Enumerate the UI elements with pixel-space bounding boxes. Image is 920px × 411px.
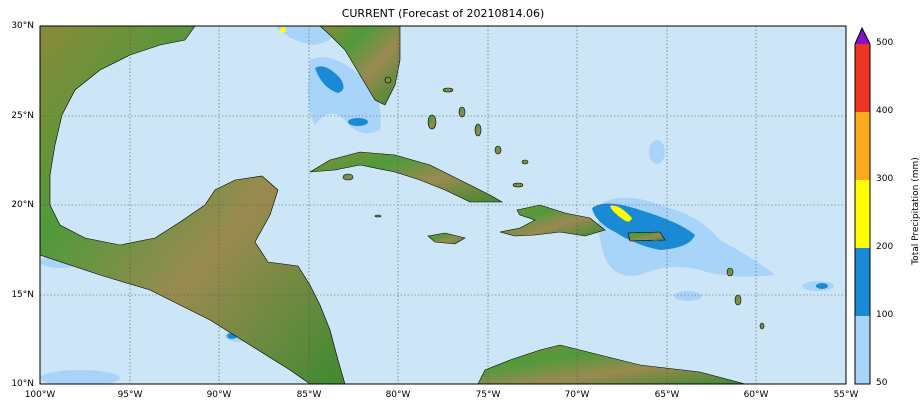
x-tick-55w: 55°W <box>833 390 859 400</box>
colorbar-extend-arrow <box>855 28 870 44</box>
x-tick-85w: 85°W <box>296 390 322 400</box>
land <box>40 26 765 384</box>
colorbar-bin-300-400 <box>855 112 870 180</box>
colorbar-bin-200-300 <box>855 180 870 248</box>
land-south-america <box>477 344 746 384</box>
land-bahamas <box>374 76 765 330</box>
x-tick-90w: 90°W <box>206 390 232 400</box>
colorbar-tick-200: 200 <box>876 242 894 252</box>
map-title: CURRENT (Forecast of 20210814.06) <box>341 7 545 20</box>
colorbar-tick-100: 100 <box>876 310 894 320</box>
y-tick-15n: 15°N <box>11 290 34 300</box>
land-cuba <box>309 151 504 203</box>
land-florida <box>319 26 401 106</box>
colorbar-bin-100-200 <box>855 248 870 316</box>
x-tick-100w: 100°W <box>24 390 56 400</box>
colorbar-label: Total Precipitation (mm) <box>911 157 920 265</box>
y-tick-20n: 20°N <box>11 200 34 210</box>
colorbar-bin-400-500 <box>855 44 870 112</box>
land-hispaniola <box>499 204 606 237</box>
x-tick-65w: 65°W <box>654 390 680 400</box>
y-tick-25n: 25°N <box>11 111 34 121</box>
colorbar-tick-400: 400 <box>876 106 894 116</box>
x-tick-95w: 95°W <box>117 390 143 400</box>
x-tick-60w: 60°W <box>743 390 769 400</box>
x-tick-75w: 75°W <box>475 390 501 400</box>
y-tick-10n: 10°N <box>11 379 34 389</box>
colorbar-tick-300: 300 <box>876 174 894 184</box>
map-frame <box>39 25 847 385</box>
land-mexico-central-america <box>40 26 346 384</box>
colorbar <box>854 26 871 385</box>
land-jamaica <box>427 232 466 245</box>
colorbar-bin-50-100 <box>855 316 870 384</box>
colorbar-tick-50: 50 <box>876 378 888 388</box>
y-tick-30n: 30°N <box>11 21 34 31</box>
x-tick-70w: 70°W <box>564 390 590 400</box>
x-tick-80w: 80°W <box>385 390 411 400</box>
land-puerto-rico <box>627 231 666 242</box>
graticule <box>40 26 846 384</box>
land-isla-juventud <box>342 173 354 181</box>
colorbar-tick-500: 500 <box>876 38 894 48</box>
